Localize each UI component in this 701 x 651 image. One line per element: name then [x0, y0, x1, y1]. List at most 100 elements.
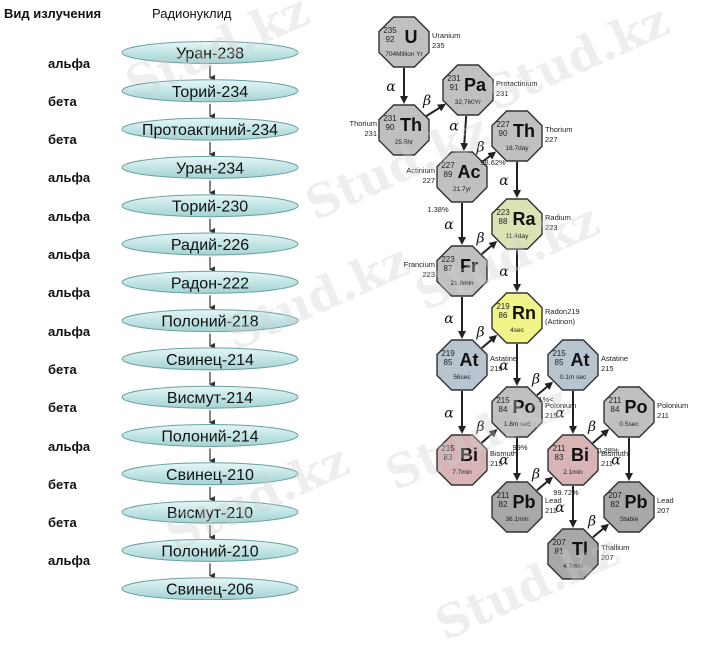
decay-arrow [482, 151, 497, 163]
element-symbol: At [460, 350, 479, 370]
nuclide-label: Висмут-214 [167, 390, 253, 407]
atomic-number: 82 [611, 500, 620, 509]
decay-type-label: β [587, 514, 596, 530]
atomic-number: 82 [499, 500, 508, 509]
nuclide-label: Свинец-214 [166, 352, 254, 369]
nuclide-mass-label: (Actinon) [545, 317, 576, 326]
atomic-number: 85 [555, 358, 564, 367]
nuclide-oval [121, 232, 299, 256]
nuclide-name: Astatine [601, 354, 628, 363]
nuclide-oval [121, 347, 299, 371]
half-life: 4sec [510, 327, 524, 334]
nuclide-octagon [491, 110, 543, 162]
decay-type-label: β [475, 140, 484, 156]
nuclide-oval [121, 538, 299, 562]
radiation-type-label: альфа [48, 438, 91, 454]
nuclide-label: Висмут-210 [167, 505, 253, 522]
radiation-type-label: альфа [48, 247, 91, 262]
nuclide-label: Протоактиний-234 [142, 122, 278, 139]
branch-percentage: 1%< [538, 395, 554, 404]
nuclide-mass-label: 207 [657, 506, 670, 515]
decay-arrow [481, 334, 498, 349]
atomic-number: 86 [499, 311, 508, 320]
nuclide-octagon [547, 434, 599, 486]
half-life: 1.8m sec [504, 421, 531, 428]
half-life: 2.1min [563, 469, 583, 476]
nuclide-name: Thallium [601, 543, 629, 552]
decay-arrow [480, 429, 498, 444]
element-symbol: Fr [460, 256, 478, 276]
half-life: 7.7min [452, 469, 472, 476]
radiation-type-label: бета [48, 476, 77, 492]
nuclide-mass-label: 235 [432, 41, 445, 50]
nuclide-label: Торий-234 [172, 84, 248, 101]
atomic-number: 89 [444, 170, 453, 179]
nuclide-label: Радий-226 [171, 237, 249, 254]
nuclide-octagon [491, 481, 543, 533]
half-life: 0.5sec [619, 421, 639, 428]
half-life: 36.1min [505, 516, 529, 523]
radiation-type-label: альфа [48, 55, 91, 71]
mass-number: 207 [608, 491, 622, 500]
nuclide-label: Уран-234 [176, 160, 244, 177]
nuclide-octagon [436, 151, 488, 203]
nuclide-mass-label: 211 [545, 506, 557, 515]
nuclide-name: Thorium [349, 119, 377, 128]
decay-type-label: β [475, 419, 484, 435]
atomic-number: 84 [499, 405, 508, 414]
mass-number: 227 [496, 120, 510, 129]
atomic-number: 88 [499, 217, 508, 226]
decay-type-label: α [386, 79, 396, 95]
nuclide-mass-label: 219 [490, 364, 503, 373]
nuclide-oval [121, 41, 299, 64]
mass-number: 207 [552, 538, 566, 547]
decay-arrow [592, 428, 610, 444]
half-life: 25.5hr [395, 139, 414, 146]
nuclide-label: Свинец-206 [166, 582, 254, 599]
mass-number: 215 [496, 396, 510, 405]
element-symbol: Pb [512, 492, 535, 512]
nuclide-mass-label: 231 [496, 89, 509, 98]
nuclide-octagon [491, 198, 543, 250]
atomic-number: 90 [386, 123, 395, 132]
nuclide-oval [121, 500, 299, 524]
nuclide-label: Радон-222 [171, 275, 249, 292]
decay-type-label: α [444, 311, 454, 327]
decay-type-label: α [555, 500, 565, 516]
nuclide-oval [121, 117, 299, 141]
decay-type-label: β [587, 419, 596, 435]
half-life: 0.1m sec [560, 374, 587, 381]
nuclide-oval [121, 385, 299, 409]
nuclide-name: Thorium [545, 125, 573, 134]
element-symbol: Bi [460, 445, 478, 465]
nuclide-mass-label: 215 [490, 459, 503, 468]
half-life: 4.7min [563, 563, 583, 570]
nuclide-name: Bismuth [601, 449, 628, 458]
mass-number: 219 [496, 302, 510, 311]
half-life: 21.7yr [453, 186, 472, 193]
element-symbol: Pb [624, 492, 647, 512]
radiation-type-label: альфа [48, 285, 91, 301]
atomic-number: 92 [386, 35, 395, 44]
element-symbol: Tl [572, 539, 588, 559]
radionuclide-header: Радионуклид [152, 6, 232, 21]
mass-number: 219 [441, 349, 455, 358]
decay-type-label: β [475, 325, 484, 341]
radiation-type-label: бета [48, 93, 77, 109]
radiation-type-label: бета [48, 132, 77, 148]
element-symbol: Ac [457, 162, 480, 182]
nuclide-name: Radon219 [545, 307, 580, 316]
half-life: 21.8min [450, 280, 474, 287]
nuclide-octagon [603, 481, 655, 533]
mass-number: 231 [383, 114, 397, 123]
nuclide-label: Полоний-210 [161, 543, 258, 560]
